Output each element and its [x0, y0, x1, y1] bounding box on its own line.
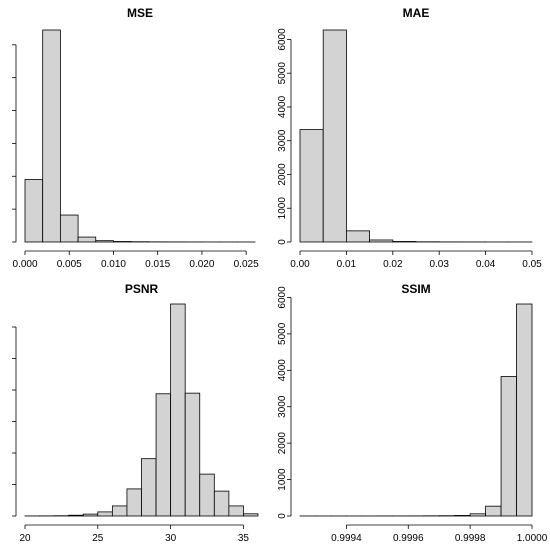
mae-histogram-panel: MAE 0.00 0.01 0.02 0.03 0.04 0.05 0 1000 2000 300… [277, 6, 542, 270]
psnr-x-tick-label-1: 25 [92, 533, 104, 544]
mae-y-tick-label-3: 3000 [277, 129, 288, 152]
mae-panel-title: MAE [403, 6, 430, 20]
psnr-bar-3 [68, 514, 84, 517]
mae-y-tick-label-2: 2000 [277, 163, 288, 186]
mae-bar-1 [322, 29, 347, 243]
mae-bar-2 [345, 230, 370, 243]
mae-x-tick-label-0: 0.00 [290, 259, 310, 270]
ssim-x-tick-label-2: 0.9998 [455, 533, 486, 544]
psnr-x-tick-label-2: 30 [165, 533, 177, 544]
mae-y-tick-label-1: 1000 [277, 197, 288, 220]
psnr-bar-4 [82, 513, 99, 517]
psnr-x-tick-label-0: 20 [19, 533, 31, 544]
psnr-bar-5 [97, 511, 113, 517]
ssim-y-tick-label-6: 6000 [277, 286, 288, 309]
mse-x-tick-label-0: 0.000 [12, 259, 37, 270]
mae-y-tick-label-6: 6000 [277, 28, 288, 51]
mae-y-tick-label-0: 0 [277, 239, 288, 245]
mse-x-tick-label-3: 0.015 [145, 259, 170, 270]
mse-bar-2 [59, 214, 79, 243]
mse-bar-0 [24, 179, 44, 243]
ssim-x-tick-label-0: 0.9994 [331, 533, 362, 544]
ssim-y-tick-label-2: 2000 [277, 432, 288, 455]
mae-x-tick-label-2: 0.02 [383, 259, 403, 270]
ssim-y-tick-label-3: 3000 [277, 395, 288, 418]
psnr-histogram-panel: PSNR 20 25 30 35 [12, 282, 259, 544]
mae-y-tick-label-5: 5000 [277, 62, 288, 85]
mse-x-tick-label-2: 0.010 [101, 259, 126, 270]
ssim-histogram-panel: SSIM 0.9994 0.9996 0.9998 1.0000 0 1000 2000 30… [277, 282, 548, 544]
mae-x-tick-label-5: 0.05 [522, 259, 542, 270]
ssim-x-tick-label-1: 0.9996 [393, 533, 424, 544]
mse-bar-4 [95, 240, 114, 243]
mae-x-tick-label-1: 0.01 [337, 259, 357, 270]
mae-bar-0 [299, 129, 324, 243]
ssim-x-tick-label-3: 1.0000 [517, 533, 548, 544]
psnr-panel-title: PSNR [125, 282, 159, 296]
mae-bar-3 [369, 239, 394, 243]
ssim-y-tick-label-1: 1000 [277, 468, 288, 491]
psnr-bar-11 [184, 392, 201, 517]
psnr-bar-13 [213, 490, 230, 517]
psnr-bar-6 [111, 505, 128, 517]
mse-panel-title: MSE [127, 6, 153, 20]
mae-bar-4 [392, 241, 417, 243]
ssim-y-tick-label-5: 5000 [277, 322, 288, 345]
psnr-bar-8 [141, 458, 157, 517]
ssim-y-tick-label-4: 4000 [277, 359, 288, 382]
ssim-y-tick-label-0: 0 [277, 513, 288, 519]
mae-x-tick-label-3: 0.03 [429, 259, 449, 270]
psnr-bar-15 [243, 513, 259, 517]
mse-bar-1 [42, 29, 61, 243]
ssim-panel-title: SSIM [401, 282, 430, 296]
ssim-bar-12 [485, 505, 502, 517]
mae-x-tick-label-4: 0.04 [476, 259, 496, 270]
mae-y-tick-label-4: 4000 [277, 95, 288, 118]
psnr-bar-9 [155, 393, 172, 517]
ssim-bar-13 [500, 376, 517, 517]
psnr-bar-12 [199, 473, 215, 517]
mse-histogram-panel: MSE 0.000 0.005 0.010 0.015 0.020 0.025 [12, 6, 259, 270]
psnr-bar-7 [126, 488, 142, 517]
mse-x-tick-label-1: 0.005 [57, 259, 82, 270]
ssim-bar-10 [454, 515, 471, 517]
psnr-x-tick-label-3: 35 [238, 533, 250, 544]
mse-x-tick-label-5: 0.025 [234, 259, 259, 270]
ssim-bar-14 [516, 303, 533, 517]
psnr-bar-10 [170, 303, 186, 517]
ssim-bar-11 [469, 513, 486, 517]
mse-x-tick-label-4: 0.020 [189, 259, 214, 270]
mse-bar-3 [77, 236, 97, 243]
psnr-bar-14 [228, 505, 244, 517]
